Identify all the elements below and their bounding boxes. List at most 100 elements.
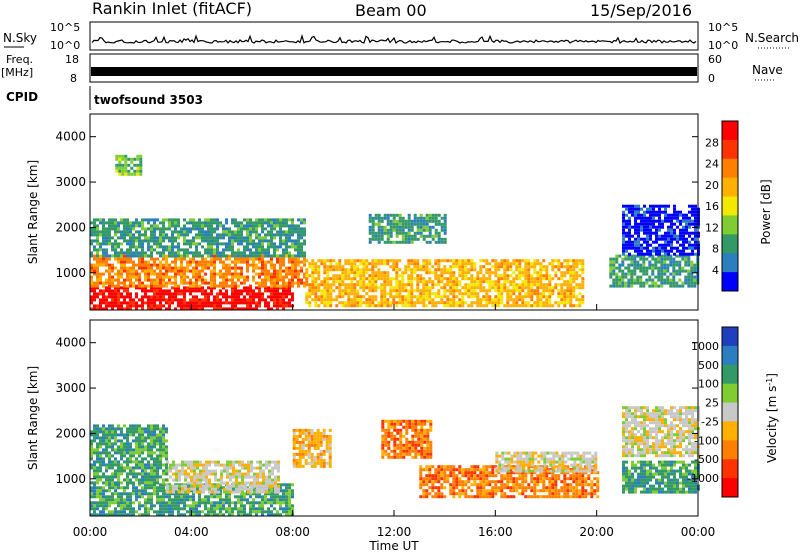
velocity-cell [129,457,132,461]
power-cell [120,269,123,273]
velocity-cell [120,510,123,514]
power-cell [243,218,246,222]
power-cell [344,259,348,263]
power-cell [473,295,477,299]
power-cell [473,292,477,296]
velocity-cell [108,424,111,428]
power-cell [682,246,685,250]
velocity-cell [205,487,208,491]
power-cell [434,240,438,244]
power-cell [123,286,126,290]
power-cell [449,271,453,275]
power-cell [654,281,658,285]
power-cell [655,219,658,223]
power-cell [129,281,132,285]
velocity-cell [153,510,156,514]
velocity-cell [111,430,114,434]
power-cell [491,298,495,302]
power-cell [470,280,474,284]
velocity-cell [111,445,114,449]
power-cell [693,284,697,288]
power-cell [294,263,297,267]
power-cell [234,257,237,261]
power-cell [431,271,435,275]
velocity-cell [126,483,129,487]
velocity-cell [99,504,102,508]
power-cell [389,304,393,308]
power-cell [207,295,210,299]
power-cell [332,280,336,284]
power-cell [482,274,486,278]
power-cell [530,274,534,278]
power-cell [150,251,153,255]
power-cell [643,231,646,235]
velocity-cell [216,504,219,508]
power-cell [129,298,132,302]
velocity-cell [126,430,129,434]
velocity-cell [291,483,294,487]
velocity-cell [114,430,117,434]
power-cell [135,272,138,276]
power-cell [320,289,324,293]
velocity-cell [253,481,256,485]
power-cell [258,284,261,288]
power-cell [141,298,144,302]
velocity-cell [202,487,205,491]
velocity-cell [208,490,211,494]
power-cell [123,289,126,293]
power-cell [395,262,399,266]
power-cell [628,216,631,220]
velocity-cell [250,481,253,485]
power-cell [350,301,354,305]
power-cell [168,248,171,252]
power-cell [652,219,655,223]
power-cell [633,254,637,258]
velocity-cell [96,492,99,496]
power-cell [380,234,384,238]
velocity-cell [165,507,168,511]
power-cell [500,301,504,305]
power-cell [270,263,273,267]
power-cell [350,286,354,290]
velocity-cell [241,475,244,479]
power-cell [684,254,688,258]
velocity-cell [222,501,225,505]
velocity-cell [105,439,108,443]
power-cell [326,283,330,287]
power-cell [371,277,375,281]
power-cell [374,289,378,293]
power-cell [473,277,477,281]
power-cell [96,248,99,252]
power-cell [667,219,670,223]
power-cell [389,277,393,281]
velocity-cell [202,490,205,494]
power-cell [246,260,249,264]
power-cell [569,304,573,308]
power-cell [443,271,447,275]
velocity-cell [138,483,141,487]
power-cell [249,298,252,302]
power-cell [335,304,339,308]
power-cell [530,298,534,302]
power-cell [458,301,462,305]
power-cell [452,295,456,299]
velocity-cell [111,460,114,464]
velocity-cell [147,451,150,455]
power-cell [651,254,655,258]
power-cell [548,292,552,296]
power-cell [288,218,291,222]
power-cell [398,225,402,229]
power-cell [126,286,129,290]
power-cell [252,230,255,234]
power-cell [464,268,468,272]
power-cell [389,222,393,226]
power-cell [470,262,474,266]
power-cell [440,274,444,278]
power-cell [512,277,516,281]
velocity-cell [220,463,223,467]
power-cell [294,266,297,270]
power-cell [371,295,375,299]
power-cell [237,230,240,234]
power-cell [189,242,192,246]
power-cell [688,216,691,220]
